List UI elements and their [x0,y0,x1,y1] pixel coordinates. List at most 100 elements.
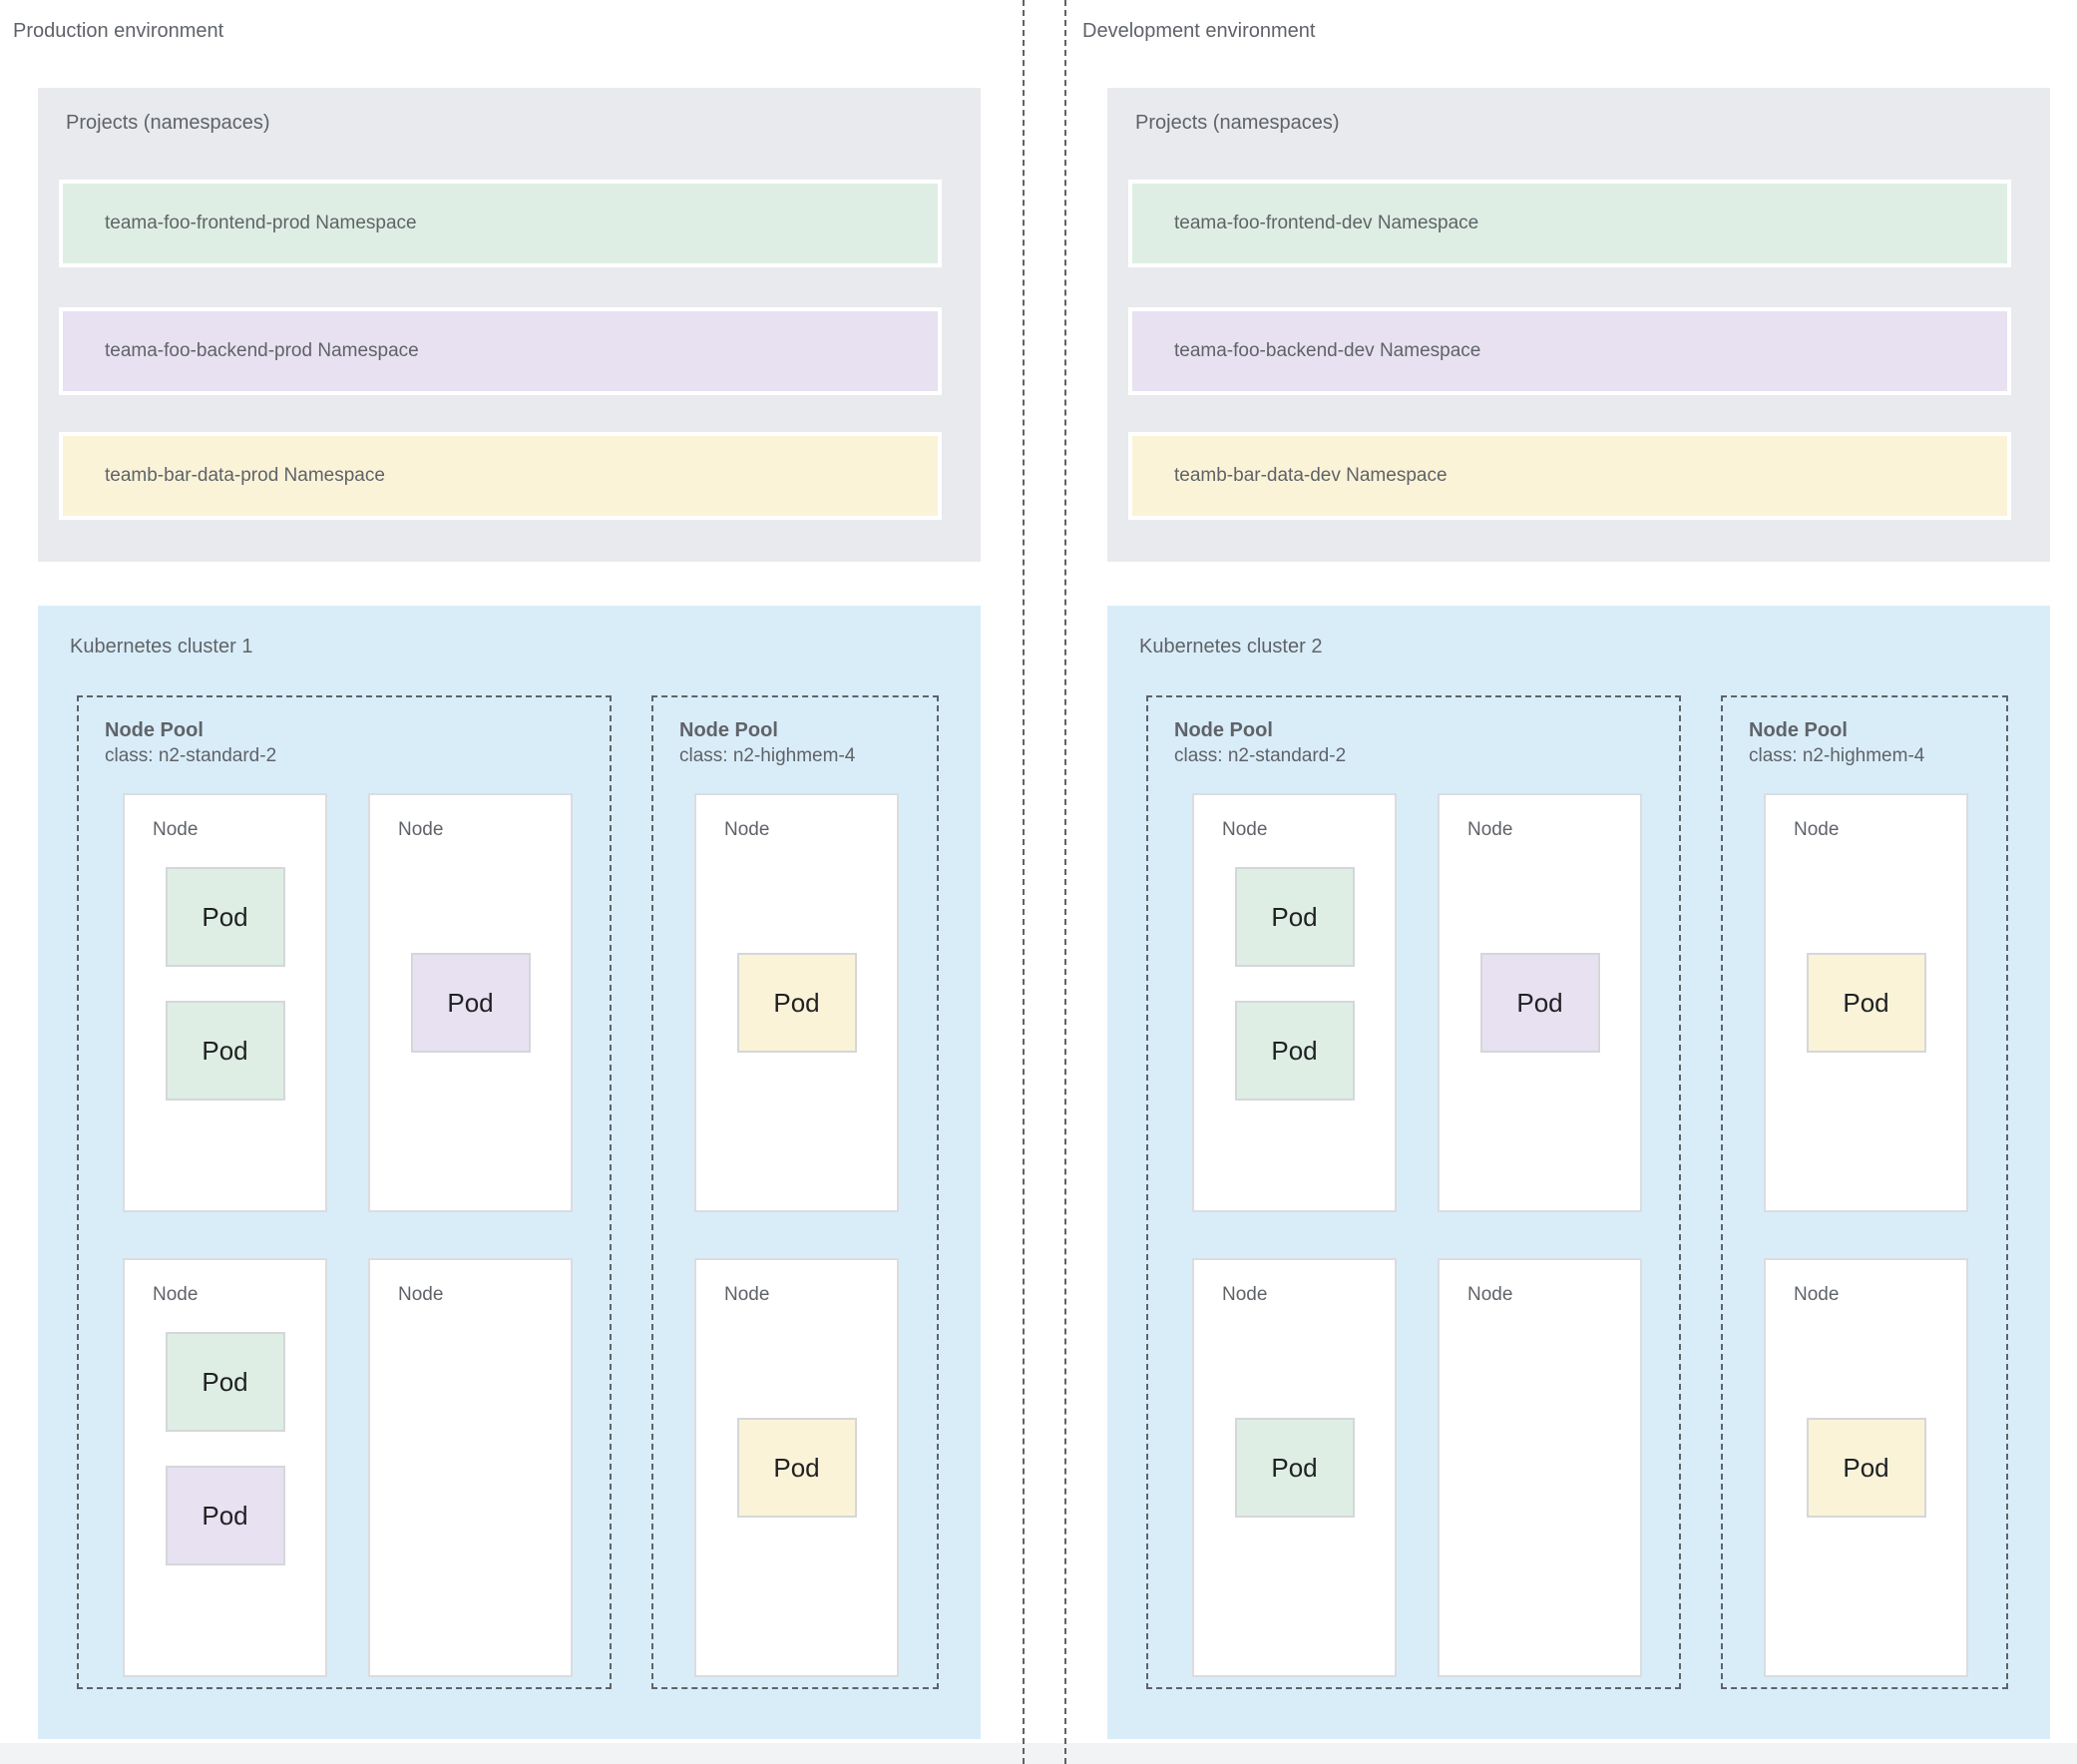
pod-frontend: Pod [1234,1418,1355,1518]
node-box: Node Pod [1192,1258,1397,1677]
pod-label: Pod [1516,987,1563,1018]
node-box: Node Pod [694,1258,899,1677]
node-pool-standard: Node Pool class: n2-standard-2 Node Pod … [77,695,612,1689]
namespace-bar-frontend: teama-foo-frontend-dev Namespace [1128,180,2011,267]
pod-label: Pod [202,1035,248,1066]
node-box: Node Pod Pod [123,793,327,1212]
bottom-edge-strip [0,1743,2077,1764]
pod-label: Pod [202,1366,248,1397]
namespace-bar-data: teamb-bar-data-prod Namespace [59,432,942,520]
pod-data: Pod [736,953,857,1053]
node-box: Node Pod Pod [123,1258,327,1677]
node-label: Node [1222,819,1268,840]
pod-label: Pod [202,901,248,932]
pod-backend: Pod [165,1466,285,1565]
kubernetes-cluster-box: Kubernetes cluster 1 Node Pool class: n2… [38,606,981,1739]
node-box: Node Pod [368,793,573,1212]
pod-label: Pod [202,1500,248,1531]
node-box: Node [368,1258,573,1677]
pod-list: Pod [1440,795,1640,1210]
node-label: Node [724,1284,770,1305]
projects-namespaces-box: Projects (namespaces) teama-foo-frontend… [1107,88,2050,562]
node-label: Node [398,819,444,840]
node-pool-title: Node Pool [1174,719,1273,741]
node-label: Node [1794,819,1840,840]
namespace-label: teama-foo-frontend-prod Namespace [105,213,417,233]
kubernetes-cluster-box: Kubernetes cluster 2 Node Pool class: n2… [1107,606,2050,1739]
environment-divider-line-2 [1064,0,1066,1764]
node-pool-highmem: Node Pool class: n2-highmem-4 Node Pod N… [651,695,939,1689]
namespace-label: teamb-bar-data-prod Namespace [105,465,385,486]
pod-label: Pod [1843,1452,1889,1483]
node-label: Node [1467,819,1513,840]
node-pool-highmem: Node Pool class: n2-highmem-4 Node Pod N… [1721,695,2008,1689]
pod-backend: Pod [410,953,531,1053]
node-label: Node [153,819,199,840]
projects-title: Projects (namespaces) [66,112,270,134]
pod-frontend: Pod [1234,1001,1355,1101]
namespace-bar-backend: teama-foo-backend-dev Namespace [1128,307,2011,395]
node-pool-class: class: n2-highmem-4 [1749,745,1925,766]
node-pool-class: class: n2-standard-2 [1174,745,1347,766]
node-box: Node Pod [1438,793,1642,1212]
node-label: Node [1794,1284,1840,1305]
node-pool-title: Node Pool [105,719,204,741]
environment-label: Development environment [1082,20,1316,42]
node-pool-class: class: n2-standard-2 [105,745,277,766]
pod-list: Pod [1766,1260,1966,1675]
pod-list: Pod [696,795,897,1210]
pod-list: Pod Pod [125,1260,325,1675]
namespace-bar-data: teamb-bar-data-dev Namespace [1128,432,2011,520]
pod-list: Pod [1194,1260,1395,1675]
development-environment-section: Development environment Projects (namesp… [1082,0,2050,1764]
node-box: Node Pod [1764,1258,1968,1677]
node-label: Node [153,1284,199,1305]
node-pool-title: Node Pool [1749,719,1848,741]
pod-label: Pod [447,987,494,1018]
namespace-label: teama-foo-frontend-dev Namespace [1174,213,1479,233]
node-box: Node Pod Pod [1192,793,1397,1212]
node-pool-class: class: n2-highmem-4 [679,745,856,766]
node-box: Node [1438,1258,1642,1677]
pod-backend: Pod [1479,953,1600,1053]
pod-frontend: Pod [165,867,285,967]
pod-list: Pod [370,795,571,1210]
environment-divider-line-1 [1023,0,1025,1764]
pod-label: Pod [1271,901,1318,932]
node-label: Node [1467,1284,1513,1305]
pod-label: Pod [773,987,820,1018]
namespace-label: teama-foo-backend-prod Namespace [105,340,419,361]
node-box: Node Pod [1764,793,1968,1212]
pod-frontend: Pod [165,1332,285,1432]
pod-label: Pod [1271,1035,1318,1066]
node-label: Node [1222,1284,1268,1305]
node-box: Node Pod [694,793,899,1212]
pod-label: Pod [1843,987,1889,1018]
pod-data: Pod [1806,953,1926,1053]
cluster-label: Kubernetes cluster 2 [1139,636,1323,658]
pod-list [370,1260,571,1675]
pod-label: Pod [1271,1452,1318,1483]
namespace-label: teama-foo-backend-dev Namespace [1174,340,1481,361]
node-pool-standard: Node Pool class: n2-standard-2 Node Pod … [1146,695,1681,1689]
namespace-bar-frontend: teama-foo-frontend-prod Namespace [59,180,942,267]
pod-list: Pod Pod [1194,795,1395,1210]
pod-frontend: Pod [165,1001,285,1101]
production-environment-section: Production environment Projects (namespa… [13,0,981,1764]
node-label: Node [398,1284,444,1305]
pod-list: Pod [1766,795,1966,1210]
node-pool-title: Node Pool [679,719,778,741]
environment-label: Production environment [13,20,224,42]
pod-label: Pod [773,1452,820,1483]
pod-list [1440,1260,1640,1675]
pod-data: Pod [1806,1418,1926,1518]
pod-list: Pod Pod [125,795,325,1210]
namespace-bar-backend: teama-foo-backend-prod Namespace [59,307,942,395]
projects-title: Projects (namespaces) [1135,112,1340,134]
namespace-label: teamb-bar-data-dev Namespace [1174,465,1448,486]
pod-list: Pod [696,1260,897,1675]
node-label: Node [724,819,770,840]
cluster-label: Kubernetes cluster 1 [70,636,253,658]
projects-namespaces-box: Projects (namespaces) teama-foo-frontend… [38,88,981,562]
